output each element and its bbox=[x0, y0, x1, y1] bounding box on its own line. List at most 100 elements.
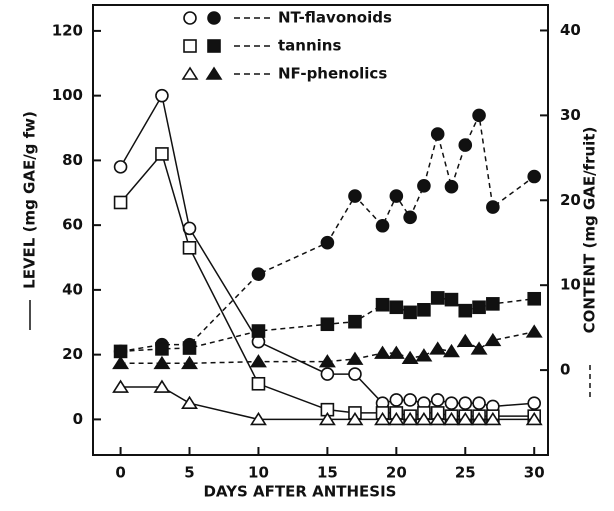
content-point bbox=[415, 348, 433, 362]
legend-open-marker bbox=[183, 39, 197, 53]
level-point bbox=[320, 367, 335, 381]
level-point bbox=[113, 195, 128, 210]
level-point bbox=[153, 379, 171, 393]
y-axis-label: LEVEL (mg GAE/g fw) bbox=[21, 111, 39, 289]
y2-axis-label: CONTENT (mg GAE/fruit) bbox=[581, 127, 599, 334]
level-point bbox=[525, 411, 543, 426]
content-point bbox=[375, 218, 390, 233]
content-point bbox=[429, 341, 447, 355]
y2-tick-label: 40 bbox=[560, 21, 581, 39]
content-point bbox=[155, 342, 169, 356]
content-point bbox=[444, 179, 459, 194]
content-line bbox=[120, 112, 535, 353]
x-tick-label: 5 bbox=[184, 464, 194, 482]
x-axis-label: DAYS AFTER ANTHESIS bbox=[203, 483, 396, 501]
content-point bbox=[112, 355, 130, 370]
level-point bbox=[374, 411, 392, 426]
x-tick-label: 25 bbox=[455, 464, 476, 482]
y-tick-label: 120 bbox=[52, 21, 83, 39]
level-point bbox=[182, 241, 197, 255]
y-tick-label: 60 bbox=[62, 216, 83, 234]
level-point bbox=[444, 396, 459, 411]
level-point bbox=[429, 411, 447, 426]
content-point bbox=[458, 138, 473, 152]
content-point bbox=[348, 314, 362, 329]
content-line bbox=[120, 297, 535, 353]
content-point bbox=[346, 351, 364, 365]
legend-filled-marker bbox=[207, 11, 221, 25]
content-point bbox=[417, 179, 431, 193]
content-point bbox=[320, 317, 335, 332]
level-point bbox=[443, 411, 460, 426]
level-point bbox=[249, 411, 267, 426]
y-tick-label: 0 bbox=[73, 410, 83, 428]
y-tick-label: 100 bbox=[52, 86, 83, 104]
content-point bbox=[251, 324, 266, 338]
content-point bbox=[153, 355, 171, 370]
content-point bbox=[249, 354, 267, 368]
content-point bbox=[348, 189, 362, 203]
x-tick-label: 10 bbox=[248, 464, 269, 482]
legend-label: NT-flavonoids bbox=[278, 9, 392, 27]
content-point bbox=[430, 291, 445, 305]
legend-label: NF-phenolics bbox=[278, 65, 387, 83]
content-point bbox=[403, 305, 417, 320]
level-point bbox=[318, 411, 336, 426]
level-point bbox=[403, 393, 417, 407]
level-point bbox=[470, 411, 488, 426]
content-point bbox=[444, 292, 459, 307]
x-tick-label: 30 bbox=[524, 464, 545, 482]
level-point bbox=[348, 367, 362, 381]
y-axis-label-group: LEVEL (mg GAE/g fw) bbox=[21, 111, 39, 289]
content-point bbox=[374, 345, 392, 359]
level-point bbox=[472, 396, 486, 411]
level-point bbox=[389, 393, 404, 407]
level-point bbox=[415, 411, 433, 426]
x-tick-label: 15 bbox=[317, 464, 338, 482]
level-point bbox=[155, 88, 169, 103]
level-point bbox=[181, 395, 198, 410]
y-tick-label: 80 bbox=[62, 151, 83, 169]
level-line bbox=[119, 93, 535, 408]
level-point bbox=[251, 376, 266, 391]
content-point bbox=[527, 169, 542, 184]
content-point bbox=[389, 300, 404, 315]
y2-tick-label: 0 bbox=[560, 361, 570, 379]
y-tick-label: 20 bbox=[62, 345, 83, 363]
level-line bbox=[120, 152, 535, 417]
content-point bbox=[375, 297, 390, 312]
y2-axis-label-group: CONTENT (mg GAE/fruit) bbox=[581, 127, 599, 334]
y2-tick-label: 30 bbox=[560, 106, 581, 124]
legend-open-marker bbox=[183, 11, 197, 25]
level-point bbox=[401, 411, 419, 426]
content-point bbox=[401, 350, 419, 365]
content-point bbox=[181, 355, 198, 370]
content-point bbox=[527, 291, 542, 306]
content-point bbox=[320, 235, 335, 250]
content-point bbox=[472, 108, 486, 123]
content-point bbox=[470, 341, 488, 355]
level-point bbox=[527, 396, 542, 411]
plot-frame bbox=[92, 4, 549, 456]
level-line bbox=[120, 386, 535, 421]
level-point bbox=[113, 160, 128, 174]
legend-label: tannins bbox=[278, 37, 341, 55]
content-point bbox=[318, 354, 336, 368]
legend-open-marker bbox=[181, 66, 199, 80]
content-point bbox=[472, 300, 486, 315]
y-tick-label: 40 bbox=[62, 280, 83, 298]
content-point bbox=[403, 210, 417, 225]
level-point bbox=[387, 411, 405, 426]
content-point bbox=[443, 343, 460, 358]
level-point bbox=[430, 393, 445, 407]
content-point bbox=[486, 200, 500, 214]
content-point bbox=[486, 297, 500, 311]
content-line bbox=[120, 331, 535, 365]
content-point bbox=[458, 303, 473, 318]
x-tick-label: 0 bbox=[115, 464, 125, 482]
level-point bbox=[112, 379, 130, 393]
level-point bbox=[155, 147, 169, 161]
content-point bbox=[387, 345, 405, 359]
